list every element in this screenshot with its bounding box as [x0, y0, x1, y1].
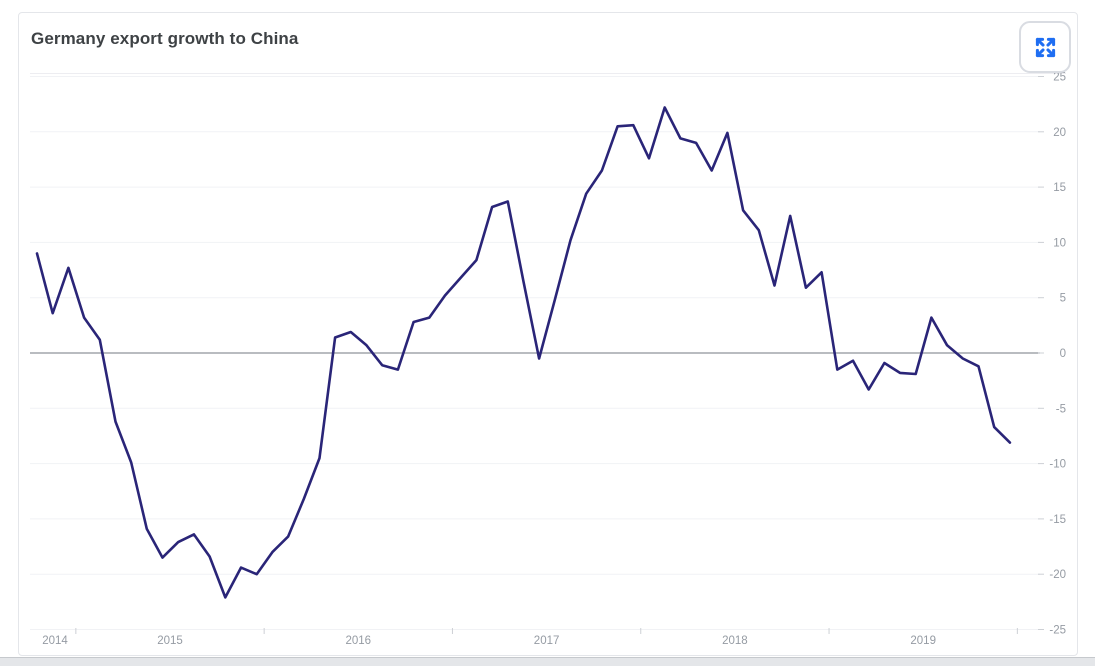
x-tick-label: 2017 — [534, 635, 560, 647]
y-tick-label: -25 — [1049, 625, 1066, 637]
y-tick-label: -20 — [1049, 569, 1066, 581]
series-line — [35, 106, 1012, 599]
y-tick-label: -5 — [1056, 403, 1066, 415]
x-tick-label: 2014 — [42, 635, 68, 647]
x-tick-label: 2018 — [722, 635, 748, 647]
y-tick-label: 15 — [1053, 182, 1066, 194]
x-tick-label: 2015 — [157, 635, 183, 647]
header-divider — [30, 73, 1066, 74]
chart-card: Germany export growth to China 25 20 15 10 5… — [18, 12, 1078, 656]
chart-title: Germany export growth to China — [31, 29, 299, 48]
y-tick-label: 25 — [1053, 72, 1066, 84]
x-axis-labels: 2014 2015 2016 2017 2018 2019 — [42, 628, 1018, 647]
y-tick-label: 5 — [1060, 293, 1066, 305]
y-tick-label: -15 — [1049, 514, 1066, 526]
y-tick-label: 20 — [1053, 127, 1066, 139]
x-tick-label: 2019 — [910, 635, 936, 647]
y-tick-label: -10 — [1049, 459, 1066, 471]
y-tick-label: 10 — [1053, 237, 1066, 249]
bottom-page-edge — [0, 657, 1095, 666]
expand-button[interactable] — [1019, 21, 1071, 73]
y-tick-label: 0 — [1060, 348, 1066, 360]
x-tick-label: 2016 — [346, 635, 372, 647]
y-gridlines — [30, 76, 1040, 630]
y-axis-labels: 25 20 15 10 5 0 -5 -10 -15 -20 -25 — [1038, 72, 1066, 637]
expand-icon — [1035, 37, 1055, 57]
